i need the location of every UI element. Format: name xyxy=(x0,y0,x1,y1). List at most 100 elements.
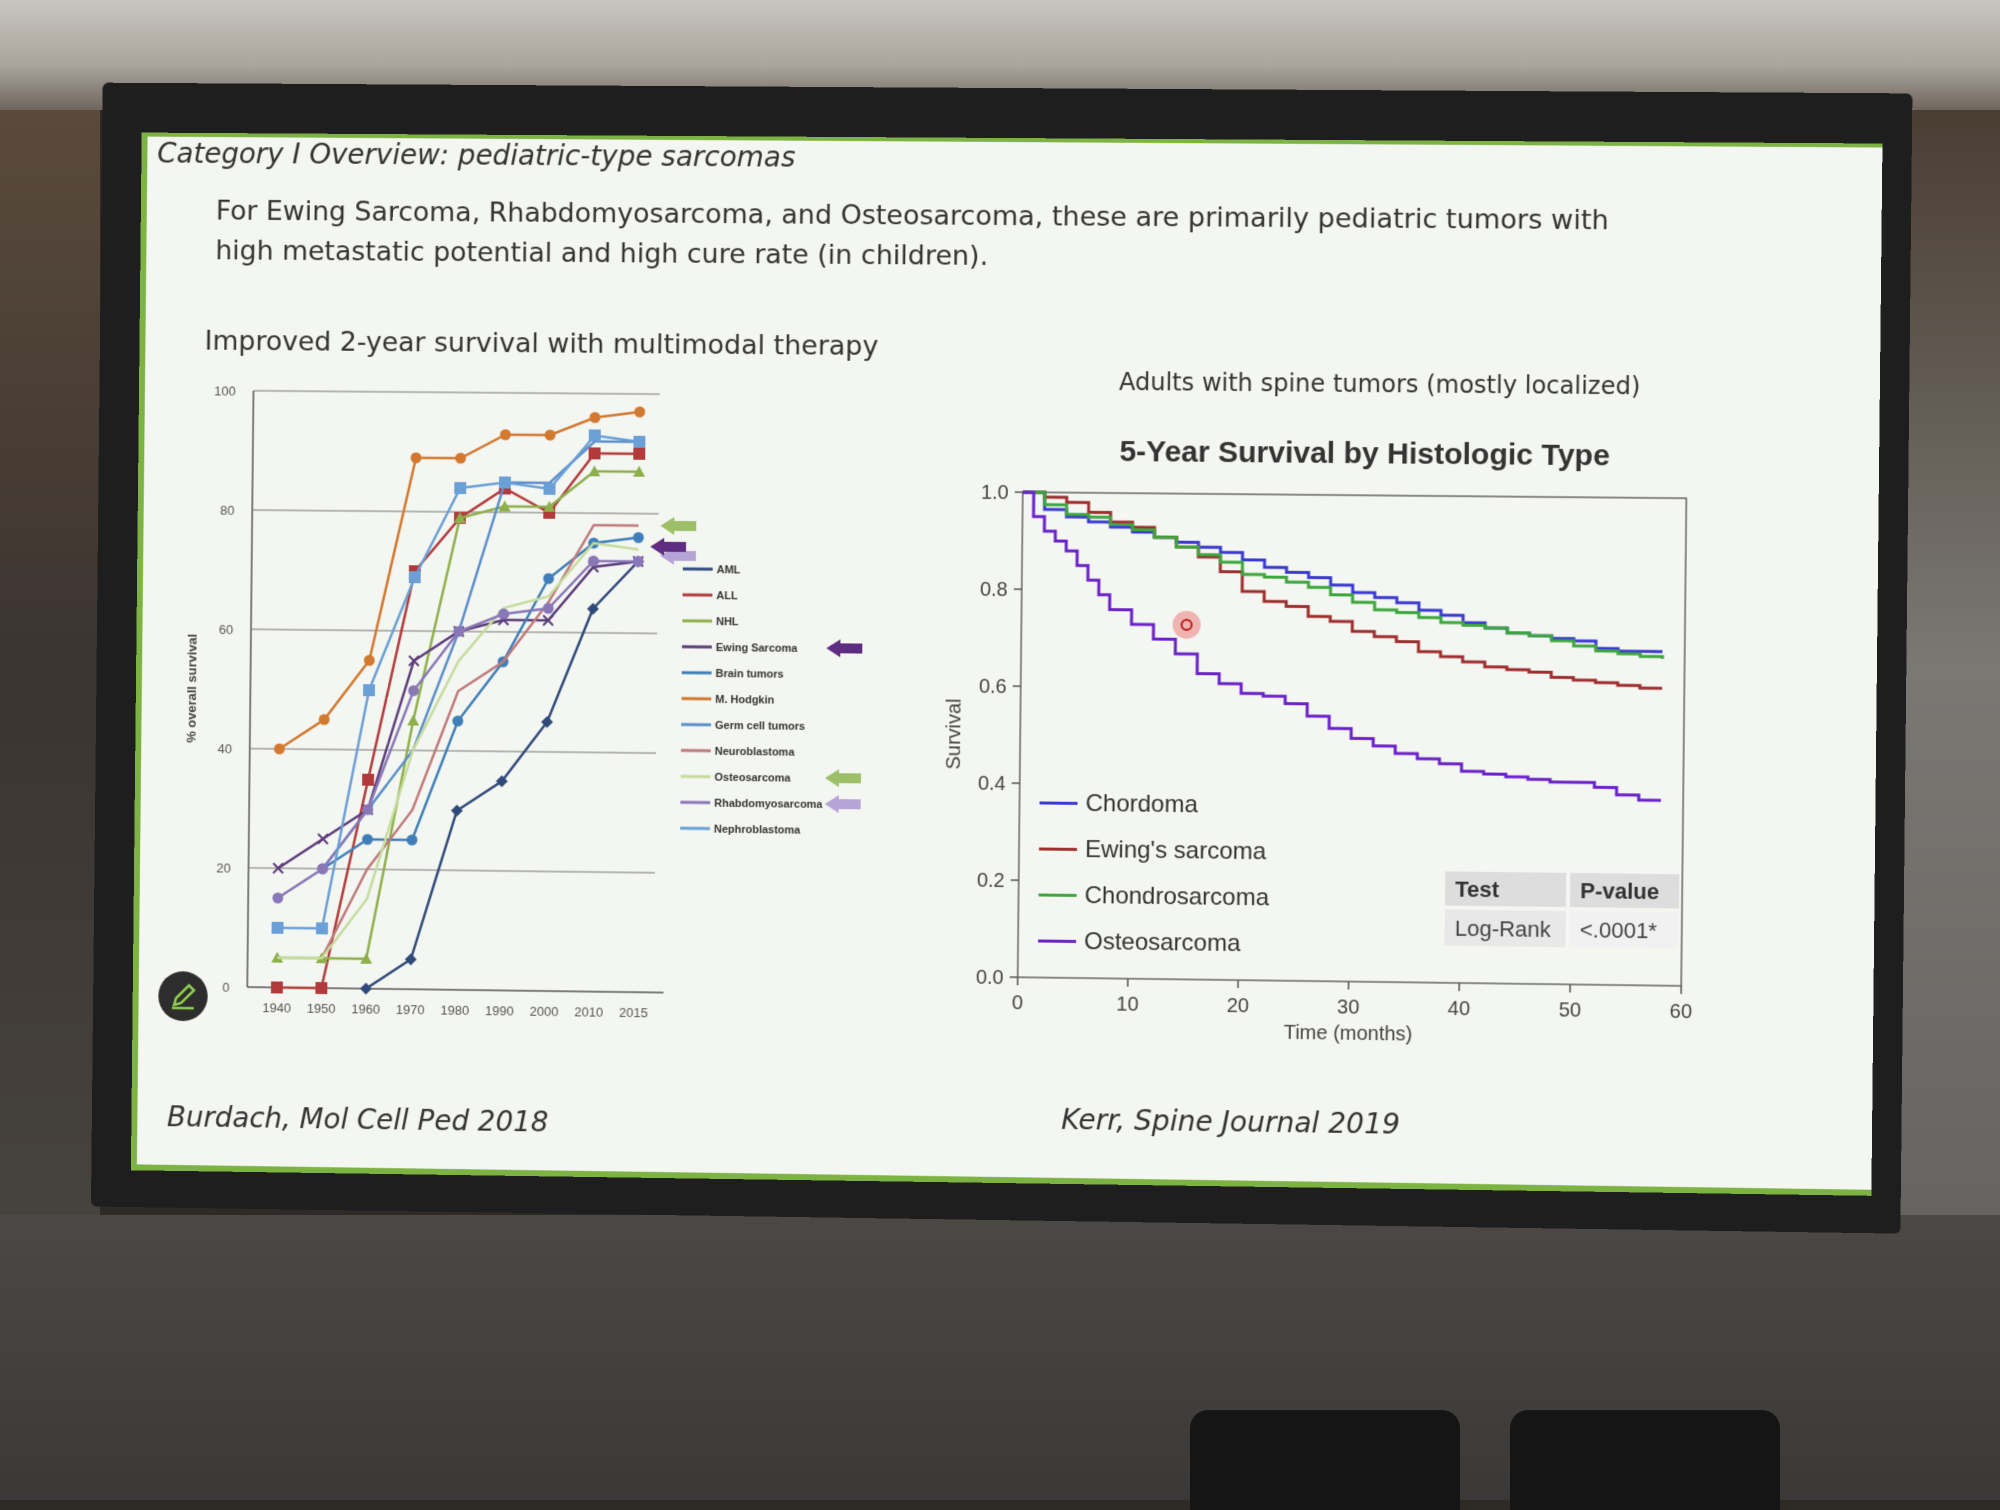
legend-arrow-icon xyxy=(825,795,861,813)
data-point xyxy=(499,476,511,488)
y-tick-label: 0.6 xyxy=(979,676,1007,698)
y-tick-label: 20 xyxy=(216,860,230,875)
legend-label: Chordoma xyxy=(1085,790,1198,818)
x-tick-label: 1980 xyxy=(440,1003,469,1018)
data-point xyxy=(455,453,466,464)
data-point xyxy=(500,429,511,440)
series-line xyxy=(278,558,638,902)
y-tick-label: 0.4 xyxy=(978,773,1006,795)
chair-back xyxy=(1190,1410,1460,1510)
data-point xyxy=(360,983,372,995)
x-tick-label: 1990 xyxy=(485,1003,514,1018)
table-cell-label: Log-Rank xyxy=(1455,916,1551,942)
chair-back xyxy=(1510,1410,1780,1510)
x-tick-label: 20 xyxy=(1227,995,1250,1017)
x-tick-label: 1950 xyxy=(307,1001,336,1016)
slide-body-text: For Ewing Sarcoma, Rhabdomyosarcoma, and… xyxy=(215,192,1634,282)
right-chart-subheading: Adults with spine tumors (mostly localiz… xyxy=(1119,368,1641,400)
histologic-survival-chart: 5-Year Survival by Histologic Type 0.0 0.2… xyxy=(922,411,1834,1023)
y-tick-label: 1.0 xyxy=(981,482,1009,504)
y-tick-label: 40 xyxy=(218,741,232,756)
legend-label: Ewing Sarcoma xyxy=(716,642,799,655)
y-axis-label: Survival xyxy=(943,698,966,769)
legend-label: Germ cell tumors xyxy=(715,720,805,733)
edit-pencil-icon[interactable] xyxy=(158,971,208,1021)
right-citation: Kerr, Spine Journal 2019 xyxy=(1061,1103,1400,1141)
data-point xyxy=(318,834,328,844)
survival-curve xyxy=(1020,492,1664,800)
survival-curve xyxy=(1021,492,1664,688)
legend-label: Osteosarcoma xyxy=(714,772,791,785)
legend-label: Osteosarcoma xyxy=(1084,928,1241,957)
x-tick-label: 30 xyxy=(1337,996,1360,1018)
x-tick-label: 1970 xyxy=(396,1002,425,1017)
data-point xyxy=(316,922,328,934)
data-point xyxy=(633,448,645,460)
x-tick-label: 10 xyxy=(1116,993,1139,1015)
legend-label: Brain tumors xyxy=(715,668,783,681)
data-point xyxy=(315,982,327,994)
x-tick-label: 1940 xyxy=(262,1000,291,1015)
legend-arrow-icon xyxy=(660,517,696,535)
chart-title: 5-Year Survival by Histologic Type xyxy=(1119,435,1610,473)
data-point xyxy=(407,715,419,726)
x-axis-label: Time (months) xyxy=(1284,1022,1413,1046)
x-tick-label: 40 xyxy=(1448,998,1471,1020)
data-point xyxy=(545,430,556,441)
data-point xyxy=(589,429,601,441)
x-tick-label: 2010 xyxy=(574,1004,603,1019)
presentation-slide: Category I Overview: pediatric-type sarc… xyxy=(131,133,1883,1196)
y-tick-label: 0 xyxy=(222,980,229,995)
data-point xyxy=(633,532,644,543)
data-point xyxy=(407,834,418,845)
y-tick-label: 80 xyxy=(220,503,234,518)
gridline xyxy=(253,391,659,394)
x-tick-label: 0 xyxy=(1012,992,1023,1014)
legend-label: ALL xyxy=(716,590,738,602)
y-tick-label: 60 xyxy=(219,622,233,637)
data-point xyxy=(589,447,601,459)
y-tick-label: 0.2 xyxy=(977,870,1005,892)
survival-curve xyxy=(1021,492,1664,659)
data-point xyxy=(544,483,556,495)
data-point xyxy=(362,774,374,786)
data-point xyxy=(634,406,645,417)
table-cell-label: <.0001* xyxy=(1580,917,1658,943)
table-header-label: P-value xyxy=(1580,878,1659,904)
legend-label: Rhabdomyosarcoma xyxy=(714,798,823,811)
x-tick-label: 2000 xyxy=(530,1004,559,1019)
y-tick-label: 0.8 xyxy=(980,579,1008,601)
data-point xyxy=(409,571,421,583)
x-tick-label: 60 xyxy=(1670,1001,1693,1023)
data-point xyxy=(589,412,600,423)
legend-arrow-icon xyxy=(825,769,861,787)
laser-pointer-glow xyxy=(1172,611,1200,639)
x-tick-label: 2015 xyxy=(619,1005,648,1020)
left-chart-heading: Improved 2-year survival with multimodal… xyxy=(204,326,878,362)
legend-label: Nephroblastoma xyxy=(714,824,801,837)
data-point xyxy=(588,556,599,567)
data-point xyxy=(271,981,283,993)
data-point xyxy=(498,608,509,619)
data-point xyxy=(543,603,554,614)
left-citation: Burdach, Mol Cell Ped 2018 xyxy=(167,1100,549,1138)
data-point xyxy=(410,452,421,463)
data-point xyxy=(543,573,554,584)
legend-label: Neuroblastoma xyxy=(715,746,796,759)
data-point xyxy=(405,953,417,965)
legend-label: M. Hodgkin xyxy=(715,694,774,707)
legend-label: NHL xyxy=(716,616,739,628)
series-line xyxy=(322,523,639,963)
table-header-label: Test xyxy=(1455,876,1500,902)
y-tick-label: 100 xyxy=(214,383,236,398)
legend-arrow-icon xyxy=(826,639,862,657)
data-point xyxy=(454,482,466,494)
pediatric-survival-chart: 0204060801001940195019601970198019902000… xyxy=(138,365,899,1071)
survival-curve xyxy=(1021,492,1664,651)
data-point xyxy=(363,684,375,696)
x-tick-label: 50 xyxy=(1559,999,1582,1021)
series-line xyxy=(278,558,638,873)
y-axis-line xyxy=(247,391,253,987)
y-axis-label: % overall survival xyxy=(184,634,200,743)
y-tick-label: 0.0 xyxy=(976,967,1004,989)
